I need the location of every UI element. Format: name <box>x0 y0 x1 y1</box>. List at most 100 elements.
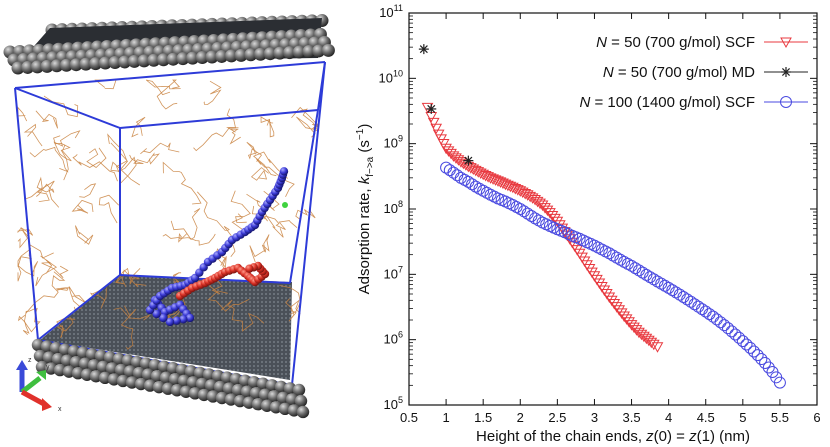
wall-bead <box>30 60 44 74</box>
wall-bead <box>50 59 64 73</box>
data-point <box>755 353 768 366</box>
data-point <box>466 178 479 191</box>
data-point <box>629 262 642 275</box>
wall-bead <box>254 47 267 61</box>
matrix-chain <box>263 215 298 230</box>
red-chain <box>175 261 270 301</box>
data-point <box>608 298 621 310</box>
matrix-chain <box>36 180 60 208</box>
legend: N = 50 (700 g/mol) SCF N = 50 (700 g/mol)… <box>579 34 808 111</box>
y-title-part-1: Adsorption rate, <box>356 184 373 294</box>
matrix-chain <box>23 123 43 147</box>
matrix-chain <box>295 204 316 220</box>
data-point <box>620 314 633 325</box>
series-n50-md <box>418 44 474 166</box>
data-point <box>544 208 556 219</box>
box-connector-bl <box>37 274 121 341</box>
bottom-wall-front <box>31 338 310 419</box>
data-point <box>531 196 544 208</box>
x-tick-label: 6 <box>813 410 820 425</box>
y-tick-exponent: 7 <box>398 264 403 274</box>
data-point <box>643 335 655 347</box>
y-tick-label: 107 <box>384 264 403 281</box>
matrix-chain <box>252 151 289 179</box>
y-tick-label: 108 <box>384 199 403 216</box>
orientation-axes: z y x <box>16 357 62 413</box>
data-point <box>463 155 474 166</box>
matrix-chain <box>145 79 181 96</box>
x-title-var-2: z <box>688 428 697 445</box>
y-tick-exponent: 10 <box>393 68 403 78</box>
matrix-chain <box>285 298 301 322</box>
legend-label: N = 100 (1400 g/mol) SCF <box>579 94 755 111</box>
data-point <box>442 146 455 157</box>
y-title-subscript: f−>a <box>365 156 376 176</box>
data-point <box>773 376 786 389</box>
data-point <box>603 247 616 260</box>
wall-bead <box>11 61 25 75</box>
chain-bead <box>185 313 195 323</box>
matrix-chain <box>79 183 97 198</box>
data-point <box>536 200 549 212</box>
wall-bead <box>98 56 112 70</box>
wall-bead <box>108 56 122 69</box>
matrix-chain <box>75 225 94 245</box>
data-point <box>762 361 775 374</box>
data-point <box>651 342 664 353</box>
data-point <box>497 178 509 190</box>
wall-bead <box>166 52 180 66</box>
matrix-chain <box>162 161 202 205</box>
wall-bead <box>157 53 170 67</box>
y-tick-label: 105 <box>384 395 403 412</box>
x-title-part-1: Height of the chain ends, <box>476 428 646 445</box>
wall-bead <box>205 50 219 64</box>
wall-bead <box>40 59 54 73</box>
y-axis-label: y <box>46 364 50 371</box>
wall-bead <box>283 46 297 60</box>
wall-bead <box>321 43 335 57</box>
data-point <box>502 180 514 192</box>
matrix-chain <box>17 314 30 335</box>
data-point <box>740 338 753 351</box>
wall-bead <box>79 57 93 71</box>
data-point <box>623 317 635 328</box>
data-series <box>418 44 786 389</box>
matrix-chain <box>197 191 232 237</box>
x-title-var-1: z <box>645 428 654 445</box>
data-point <box>625 320 638 331</box>
wall-bead <box>292 383 306 397</box>
data-point <box>494 177 507 188</box>
matrix-chain <box>220 299 265 332</box>
data-point <box>549 213 561 225</box>
data-point <box>418 44 429 55</box>
wall-bead <box>195 51 209 65</box>
wall-bead <box>147 53 161 67</box>
matrix-chain <box>43 95 79 118</box>
data-point <box>447 151 460 162</box>
data-point <box>744 341 757 354</box>
data-point <box>721 322 734 335</box>
data-point <box>487 174 499 185</box>
data-point <box>514 203 527 215</box>
x-tick-label: 5.5 <box>771 410 789 425</box>
x-axis-ticks: 0.5 1 1.5 2 2.5 3 3.5 4 4.5 5 5.5 6 <box>400 13 821 425</box>
wall-bead <box>292 45 306 59</box>
matrix-chain <box>246 141 263 162</box>
matrix-chain <box>53 135 71 181</box>
data-point <box>647 273 660 286</box>
data-point <box>525 209 538 222</box>
wall-bead <box>176 52 190 66</box>
y-tick-base: 10 <box>379 5 393 20</box>
matrix-chain <box>53 130 81 162</box>
matrix-chain <box>17 227 34 249</box>
matrix-chain <box>107 133 129 173</box>
box-connector-tr <box>317 61 326 111</box>
legend-label: N = 50 (700 g/mol) SCF <box>596 34 755 51</box>
matrix-chain <box>25 271 66 314</box>
box-back-right-edge <box>289 109 319 284</box>
data-point <box>603 292 616 304</box>
y-tick-exponent: 8 <box>398 199 403 209</box>
y-tick-exponent: 6 <box>398 330 403 340</box>
wall-bead <box>244 48 258 62</box>
box-connector-tl <box>14 87 121 129</box>
